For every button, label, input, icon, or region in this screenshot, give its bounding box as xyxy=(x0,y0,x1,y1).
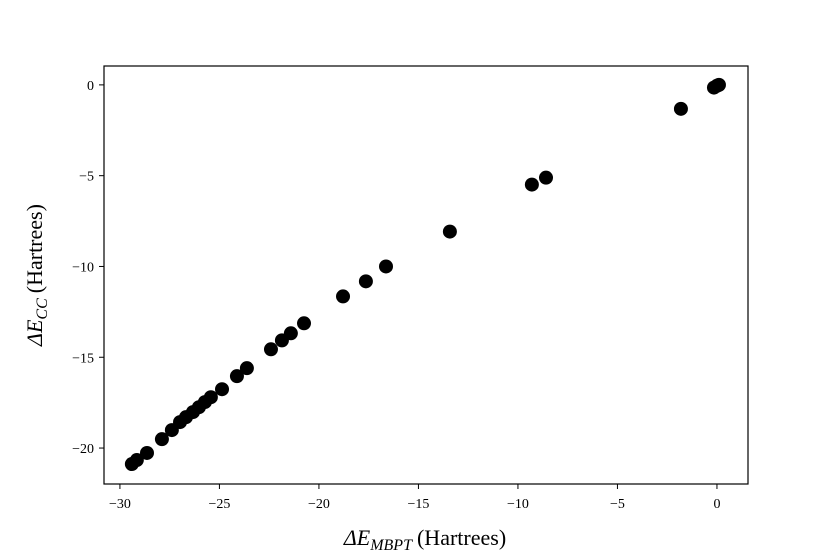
y-label-subscript: CC xyxy=(34,298,51,320)
point xyxy=(215,382,230,397)
plot-frame xyxy=(103,65,749,485)
x-tick-label: −30 xyxy=(109,497,131,512)
point xyxy=(297,316,312,331)
point xyxy=(539,170,554,185)
point xyxy=(263,342,278,357)
y-label-unit: (Hartrees) xyxy=(22,204,47,293)
x-label-unit: (Hartrees) xyxy=(417,525,506,550)
y-tick-label: −10 xyxy=(72,260,94,275)
point xyxy=(336,289,351,304)
y-tick-label: −20 xyxy=(72,442,94,457)
point xyxy=(229,369,244,384)
point xyxy=(358,274,373,289)
x-tick-label: −10 xyxy=(507,497,529,512)
point xyxy=(124,457,139,472)
y-label-symbol: ΔE xyxy=(22,319,47,347)
point xyxy=(378,259,393,274)
point xyxy=(154,432,169,447)
y-axis-label: ΔECC (Hartrees) xyxy=(22,204,51,347)
point xyxy=(442,224,457,239)
x-tick-label: 0 xyxy=(713,497,720,512)
x-label-symbol: ΔE xyxy=(343,525,371,550)
point xyxy=(139,445,154,460)
point xyxy=(524,177,539,192)
point xyxy=(239,361,254,376)
x-label-subscript: MBPT xyxy=(369,537,413,554)
point xyxy=(164,423,179,438)
y-tick-label: 0 xyxy=(87,79,94,94)
y-tick-label: −5 xyxy=(79,170,94,185)
x-tick-label: −15 xyxy=(407,497,429,512)
x-axis-label: ΔEMBPT (Hartrees) xyxy=(343,525,506,554)
point xyxy=(706,80,721,95)
point xyxy=(673,101,688,116)
x-tick-label: −5 xyxy=(610,497,625,512)
point xyxy=(274,333,289,348)
x-tick-label: −20 xyxy=(308,497,330,512)
y-tick-label: −15 xyxy=(72,351,94,366)
x-tick-label: −25 xyxy=(208,497,230,512)
